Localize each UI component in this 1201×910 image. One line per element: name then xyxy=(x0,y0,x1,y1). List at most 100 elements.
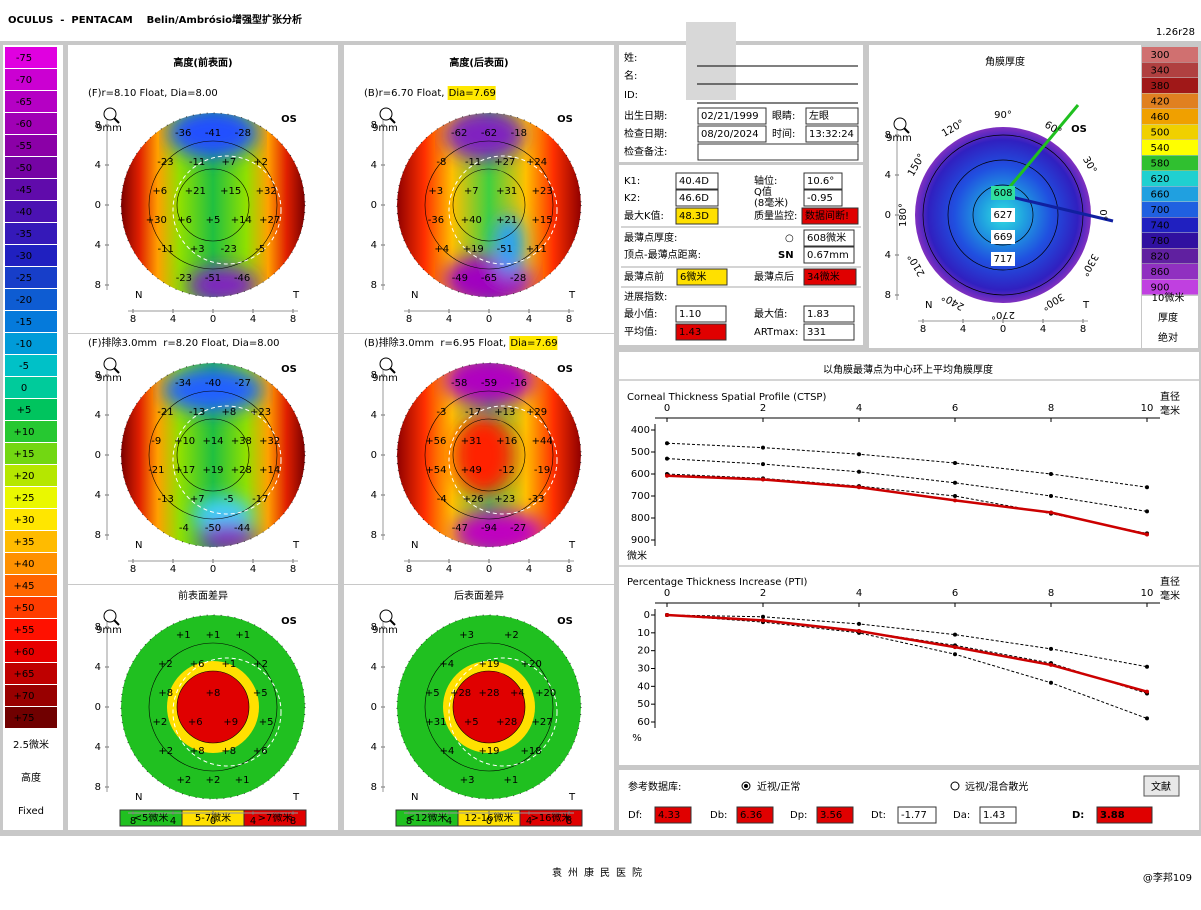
value-box xyxy=(736,806,774,824)
y-tick-label: 600 xyxy=(631,469,650,480)
map-value: +19 xyxy=(463,244,484,255)
scale-label: 660 xyxy=(1150,190,1169,201)
ring xyxy=(452,168,526,242)
map-value: +30 xyxy=(146,215,167,226)
value: 40.4D xyxy=(679,176,709,187)
steep-axis xyxy=(1001,104,1080,196)
label: 检查日期: xyxy=(624,127,667,140)
v-tick: 8 xyxy=(95,530,101,541)
h-tick: 8 xyxy=(920,324,926,335)
scale-cell xyxy=(5,157,43,178)
thickness-box xyxy=(991,252,1015,266)
thickness-box xyxy=(991,186,1015,200)
eye: OS xyxy=(557,616,573,627)
v-tick: 8 xyxy=(95,280,101,291)
map xyxy=(397,363,581,547)
nasal: N xyxy=(411,540,418,551)
button[interactable] xyxy=(1143,775,1180,797)
v-tick: 8 xyxy=(371,370,377,381)
v-tick: 4 xyxy=(95,410,101,421)
value: 左眼 xyxy=(809,109,829,122)
v-tick: 8 xyxy=(885,290,891,301)
point xyxy=(665,473,669,478)
point xyxy=(953,461,957,465)
zoom-icon xyxy=(379,609,393,623)
value-box xyxy=(803,268,857,286)
value: 1.83 xyxy=(807,309,829,320)
map-value: -51 xyxy=(205,273,221,284)
map-value: +4 xyxy=(440,746,455,757)
map-value: -8 xyxy=(436,157,446,168)
map-value: +3 xyxy=(190,244,205,255)
label: Dt: xyxy=(871,810,886,821)
scale-cell xyxy=(5,597,43,618)
scale-label: -75 xyxy=(16,53,32,64)
map-subtitle: (F)r=8.10 Float, Dia=8.00 xyxy=(88,88,218,99)
point xyxy=(761,618,765,623)
h-tick: 4 xyxy=(170,816,176,827)
x-unit: 毫米 xyxy=(1160,589,1180,602)
value-box xyxy=(675,189,719,207)
scale-cell xyxy=(5,91,43,112)
scale-label: -35 xyxy=(16,229,32,240)
pupil-ring xyxy=(448,657,558,767)
scale-step: 2.5微米 xyxy=(13,738,49,751)
title-bar xyxy=(0,0,1201,41)
scale-label: 340 xyxy=(1150,66,1169,77)
map-value: -41 xyxy=(205,128,221,139)
map-value: -28 xyxy=(510,273,526,284)
y-tick-label: 700 xyxy=(631,491,650,502)
map-value: -18 xyxy=(511,128,527,139)
pupil-ring xyxy=(172,155,282,265)
y-tick-label: 50 xyxy=(637,699,650,710)
scale-label: +60 xyxy=(13,647,34,658)
scale-strip xyxy=(43,663,57,684)
x-label: 直径 xyxy=(1160,575,1180,588)
label: 时间: xyxy=(772,127,795,140)
scale-mode: Fixed xyxy=(18,806,44,817)
value-box xyxy=(697,125,767,143)
field-label: ID: xyxy=(624,90,638,101)
label: Dp: xyxy=(790,810,807,821)
map-value: -17 xyxy=(252,494,268,505)
x-tick-label: 10 xyxy=(1141,403,1154,414)
scale-step: 10微米 xyxy=(1152,291,1185,304)
scale-label: 820 xyxy=(1150,252,1169,263)
x-tick-label: 8 xyxy=(1048,588,1054,599)
value: 1.43 xyxy=(983,810,1005,821)
scale-strip xyxy=(43,399,57,420)
map-value: +14 xyxy=(259,465,280,476)
map-value: +6 xyxy=(188,717,203,728)
map xyxy=(121,615,305,799)
thickness-box xyxy=(991,230,1015,244)
h-tick: 4 xyxy=(250,816,256,827)
scale-strip xyxy=(43,135,57,156)
ring xyxy=(176,168,250,242)
h-tick: 4 xyxy=(446,816,452,827)
map-value: -5 xyxy=(255,244,265,255)
map-value: +2 xyxy=(177,775,192,786)
scale-strip xyxy=(43,113,57,134)
label: ARTmax: xyxy=(754,327,798,338)
value: 1.43 xyxy=(679,327,701,338)
legend-swatch xyxy=(519,809,583,827)
h-tick: 8 xyxy=(130,314,136,325)
map-value: +19 xyxy=(202,465,223,476)
zoom-icon xyxy=(389,619,396,626)
zoom-icon xyxy=(113,367,120,374)
value: 1.10 xyxy=(679,309,701,320)
map-value: +1 xyxy=(221,659,236,670)
scale-label: -20 xyxy=(16,295,32,306)
map-value: +27 xyxy=(259,215,280,226)
scale-strip xyxy=(43,201,57,222)
map-value: +1 xyxy=(503,775,518,786)
v-tick: 8 xyxy=(371,120,377,131)
temporal: T xyxy=(568,792,576,803)
map-value: +2 xyxy=(206,775,221,786)
x-tick-label: 4 xyxy=(856,403,862,414)
series-line xyxy=(666,474,1148,536)
point xyxy=(1049,646,1053,651)
eye: OS xyxy=(1071,124,1087,135)
map-value: +6 xyxy=(190,659,205,670)
